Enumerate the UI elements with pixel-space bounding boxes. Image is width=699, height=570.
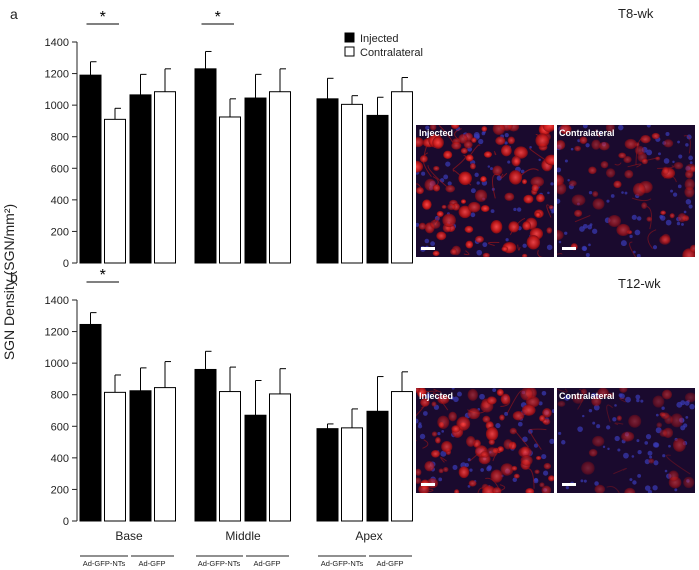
panel-b-title: T12-wk: [618, 276, 661, 291]
legend-label-contralateral: Contralateral: [360, 47, 423, 59]
significance-star: *: [215, 9, 221, 26]
bar-base-ntx-contralateral: [104, 118, 126, 264]
bar-apex-gfp-injected: [366, 410, 389, 522]
bar-base-gfp-contralateral: [154, 387, 176, 522]
y-tick-label: 0: [63, 516, 69, 528]
chart-panel-b: 0 200 400 600 800 1000 1200 1400 *: [45, 267, 413, 528]
region-label-middle: Middle: [225, 529, 261, 543]
bar-middle-ntx-contralateral: [219, 391, 241, 522]
bar-middle-gfp-contralateral: [269, 91, 291, 264]
bar-base-ntx-injected: [79, 323, 102, 522]
group-label-apex-ntx: Ad-GFP-NTs: [321, 559, 364, 568]
micrograph-t8-contralateral: [557, 125, 695, 257]
bar-middle-gfp-injected: [244, 414, 267, 522]
bar-apex-ntx-injected: [316, 98, 339, 264]
y-tick-label: 200: [51, 484, 69, 496]
bar-apex-gfp-contralateral: [391, 391, 413, 522]
bar-apex-ntx-contralateral: [341, 427, 363, 522]
y-axis-label: SGN Density (SGN/mm²): [1, 204, 17, 360]
bar-base-ntx-injected: [79, 74, 102, 264]
micrograph-t8-injected: [416, 125, 554, 257]
legend-swatch-contralateral: [344, 46, 355, 57]
y-tick-label: 1000: [45, 100, 69, 112]
micrographs: [416, 125, 695, 493]
bar-middle-ntx-contralateral: [219, 116, 241, 264]
y-tick-label: 600: [51, 163, 69, 175]
significance-star: *: [100, 9, 106, 26]
y-tick-label: 200: [51, 226, 69, 238]
y-tick-label: 600: [51, 421, 69, 433]
chart-panel-a: 0 200 400 600 800 1000 1200 1400 * *: [45, 9, 413, 270]
scale-bar: [421, 247, 435, 250]
legend-swatch-injected: [344, 32, 355, 43]
image-label-contralateral-b: Contralateral: [559, 391, 615, 401]
bar-base-gfp-injected: [129, 94, 152, 264]
significance-star: *: [100, 267, 106, 284]
scale-bar: [562, 483, 576, 486]
group-label-base-ntx: Ad-GFP-NTs: [83, 559, 126, 568]
bar-base-ntx-contralateral: [104, 391, 126, 522]
bar-apex-ntx-injected: [316, 428, 339, 522]
image-label-injected-b: Injected: [419, 391, 453, 401]
y-tick-label: 1200: [45, 69, 69, 81]
group-label-middle-gfp: Ad-GFP: [253, 559, 280, 568]
group-label-base-gfp: Ad-GFP: [138, 559, 165, 568]
scale-bar: [562, 247, 576, 250]
y-tick-label: 1400: [45, 37, 69, 49]
bar-middle-ntx-injected: [194, 368, 217, 522]
micrograph-t12-contralateral: [557, 388, 695, 493]
y-tick-label: 400: [51, 195, 69, 207]
bar-middle-gfp-contralateral: [269, 393, 291, 522]
scale-bar: [421, 483, 435, 486]
panel-a-title: T8-wk: [618, 6, 654, 21]
y-tick-label: 1000: [45, 358, 69, 370]
image-label-injected-a: Injected: [419, 128, 453, 138]
bar-apex-gfp-injected: [366, 114, 389, 264]
y-tick-label: 400: [51, 453, 69, 465]
y-tick-label: 800: [51, 390, 69, 402]
micrograph-t12-injected: [416, 388, 554, 493]
panel-letter-a: a: [10, 6, 18, 22]
group-label-middle-ntx: Ad-GFP-NTs: [198, 559, 241, 568]
group-label-apex-gfp: Ad-GFP: [376, 559, 403, 568]
bar-base-gfp-contralateral: [154, 91, 176, 264]
legend-label-injected: Injected: [360, 33, 399, 45]
bar-apex-gfp-contralateral: [391, 91, 413, 264]
subgroup-labels: Ad-GFP-NTs Ad-GFP Ad-GFP-NTs Ad-GFP Ad-G…: [80, 555, 412, 568]
panel-letter-b: b: [10, 269, 18, 285]
y-tick-label: 0: [63, 258, 69, 270]
region-label-base: Base: [115, 529, 143, 543]
y-tick-label: 1400: [45, 295, 69, 307]
bar-middle-gfp-injected: [244, 97, 267, 264]
region-label-apex: Apex: [355, 529, 382, 543]
bar-apex-ntx-contralateral: [341, 103, 363, 264]
bar-middle-ntx-injected: [194, 68, 217, 264]
y-tick-label: 1200: [45, 327, 69, 339]
legend: Injected Contralateral: [344, 32, 423, 59]
y-tick-label: 800: [51, 132, 69, 144]
bar-base-gfp-injected: [129, 390, 152, 522]
image-label-contralateral-a: Contralateral: [559, 128, 615, 138]
